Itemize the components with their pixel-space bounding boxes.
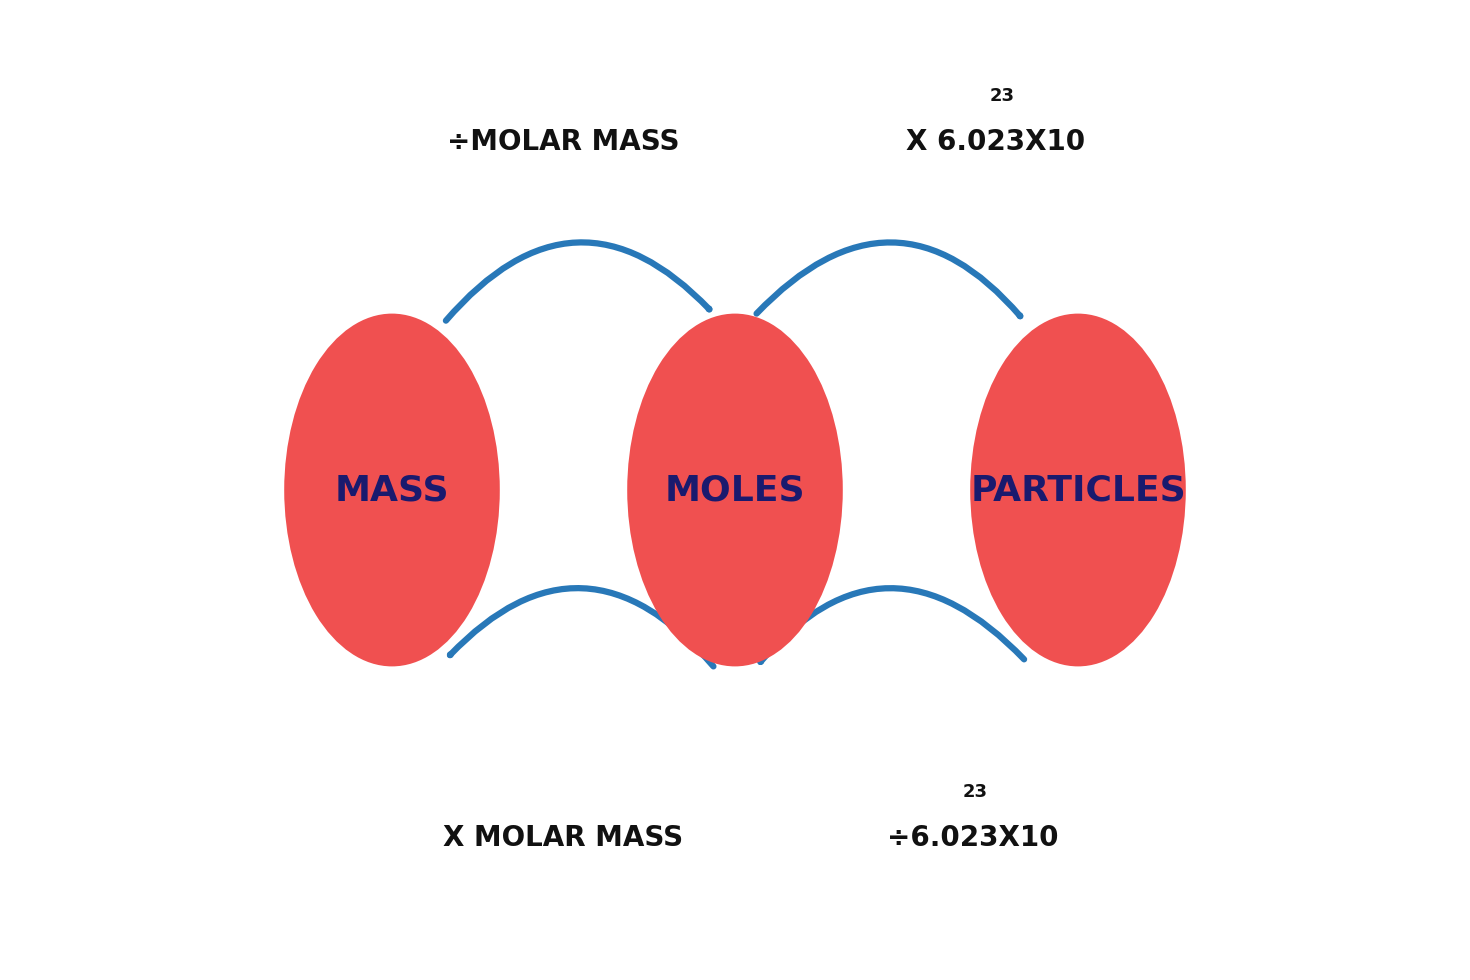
Text: 23: 23: [989, 87, 1014, 105]
FancyArrowPatch shape: [450, 588, 713, 666]
FancyArrowPatch shape: [760, 588, 1025, 662]
Text: X 6.023X10: X 6.023X10: [907, 128, 1086, 156]
FancyArrowPatch shape: [757, 242, 1020, 317]
Text: 23: 23: [963, 783, 988, 801]
FancyArrowPatch shape: [445, 242, 710, 320]
Text: PARTICLES: PARTICLES: [970, 473, 1186, 507]
Ellipse shape: [628, 314, 842, 666]
Ellipse shape: [970, 314, 1186, 666]
Text: X MOLAR MASS: X MOLAR MASS: [444, 824, 684, 852]
Text: MASS: MASS: [335, 473, 450, 507]
Text: MOLES: MOLES: [664, 473, 806, 507]
Ellipse shape: [284, 314, 500, 666]
Text: ÷MOLAR MASS: ÷MOLAR MASS: [447, 128, 679, 156]
Text: ÷6.023X10: ÷6.023X10: [886, 824, 1058, 852]
